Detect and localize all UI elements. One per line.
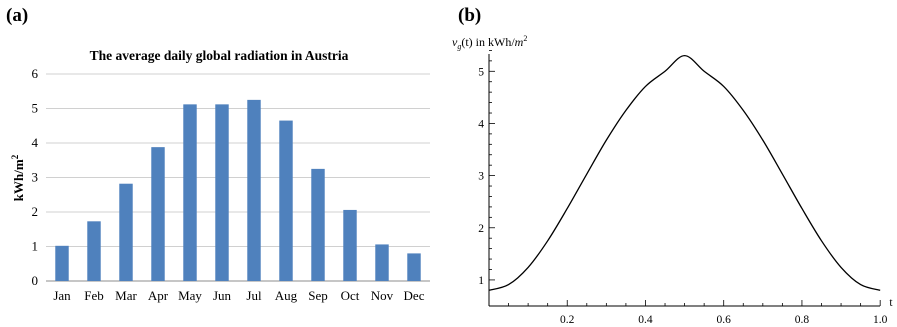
- bar-chart-monthly-radiation: The average daily global radiation in Au…: [10, 48, 430, 303]
- chart-b-axes: [488, 50, 881, 307]
- chart-a-x-tick-label: Oct: [341, 288, 360, 303]
- chart-a-x-tick-label: Apr: [148, 288, 169, 303]
- chart-a-x-tick-label: Jun: [213, 288, 232, 303]
- chart-a-bar-dec: [407, 253, 421, 281]
- chart-a-bar-apr: [151, 147, 165, 281]
- chart-a-x-tick-label: Mar: [115, 288, 137, 303]
- chart-a-x-tick-label: Nov: [371, 288, 394, 303]
- chart-a-y-tick-label: 2: [32, 204, 39, 219]
- chart-b-series-line: [488, 54, 881, 291]
- chart-a-bar-feb: [87, 221, 101, 281]
- chart-a-bar-nov: [375, 244, 389, 281]
- chart-a-x-tick-label: Dec: [404, 288, 425, 303]
- chart-b-y-tick-label: 4: [478, 118, 484, 130]
- line-chart-vg: vg(t) in kWh/m2 1 2 3 4 5 0.2 0.4 0.6 0.8 1.0 t: [452, 34, 893, 326]
- panel-b-label: (b): [458, 5, 481, 26]
- chart-a-y-axis-label: kWh/m2: [10, 154, 26, 201]
- chart-a-bars: [55, 99, 421, 281]
- chart-a-bar-jul: [247, 99, 261, 281]
- chart-a-y-tick-label: 0: [32, 273, 39, 288]
- chart-a-gridlines: [46, 73, 430, 282]
- chart-a-x-tick-label: Jan: [53, 288, 71, 303]
- chart-a-y-tick-label: 6: [32, 66, 39, 81]
- chart-b-x-tick-label: 1.0: [873, 314, 888, 326]
- chart-a-bar-mar: [119, 183, 133, 281]
- chart-a-bar-oct: [343, 209, 357, 281]
- chart-a-bar-jun: [215, 104, 229, 281]
- chart-b-y-axis-label: vg(t) in kWh/m2: [452, 34, 527, 51]
- chart-a-y-tick-label: 5: [32, 101, 39, 116]
- chart-b-x-axis-label: t: [889, 297, 893, 309]
- chart-a-bar-jan: [55, 245, 69, 281]
- chart-b-x-tick-label: 0.4: [638, 314, 653, 326]
- chart-a-y-tick-label: 1: [32, 239, 39, 254]
- chart-b-x-tick-label: 0.2: [560, 314, 575, 326]
- chart-b-y-tick-label: 1: [478, 275, 484, 287]
- chart-a-x-tick-label: May: [178, 288, 202, 303]
- chart-a-bar-aug: [279, 120, 293, 281]
- chart-b-y-ticks: 1 2 3 4 5: [478, 66, 484, 287]
- chart-a-title: The average daily global radiation in Au…: [90, 48, 349, 63]
- chart-a-y-tick-label: 3: [32, 170, 39, 185]
- chart-b-x-tick-label: 0.8: [795, 314, 810, 326]
- chart-a-x-tick-label: Feb: [84, 288, 104, 303]
- chart-a-x-tick-label: Sep: [308, 288, 328, 303]
- chart-a-x-ticks: Jan Feb Mar Apr May Jun Jul Aug Sep Oct Nov Dec: [53, 288, 424, 303]
- chart-a-y-ticks: 0 1 2 3 4 5 6: [32, 66, 39, 288]
- chart-b-y-tick-label: 3: [478, 171, 484, 183]
- panel-a-label: (a): [6, 5, 28, 26]
- chart-a-x-tick-label: Aug: [275, 288, 298, 303]
- chart-a-bar-may: [183, 104, 197, 281]
- chart-b-y-tick-label: 5: [478, 66, 484, 78]
- chart-a-x-tick-label: Jul: [246, 288, 262, 303]
- chart-b-x-ticks: 0.2 0.4 0.6 0.8 1.0: [560, 314, 888, 326]
- chart-a-bar-sep: [311, 168, 325, 281]
- chart-a-y-tick-label: 4: [32, 135, 39, 150]
- chart-b-x-tick-label: 0.6: [717, 314, 732, 326]
- chart-b-y-tick-label: 2: [478, 223, 484, 235]
